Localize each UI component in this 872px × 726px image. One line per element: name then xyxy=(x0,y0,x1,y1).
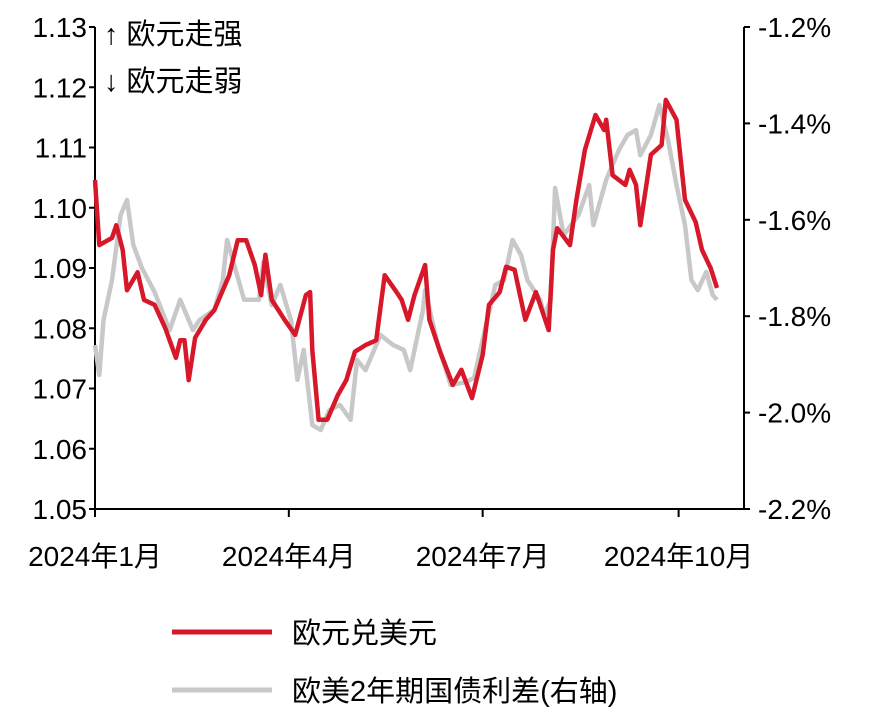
right-tick-label: -1.2% xyxy=(758,12,831,43)
left-tick-label: 1.11 xyxy=(35,133,87,164)
left-tick-label: 1.10 xyxy=(33,193,88,224)
series-line-spread xyxy=(92,102,719,433)
annotation-up: ↑ 欧元走强 xyxy=(104,18,243,51)
right-tick-label: -2.2% xyxy=(758,494,831,525)
x-tick-label: 2024年10月 xyxy=(604,541,753,572)
axes: 1.05 1.06 1.07 1.08 1.09 1.10 1.11 1.12 1.13 -2.2… xyxy=(28,12,831,572)
x-tick-label: 2024年7月 xyxy=(416,541,550,572)
x-tick-label: 2024年4月 xyxy=(222,541,356,572)
right-tick-label: -1.4% xyxy=(758,108,831,139)
left-tick-label: 1.08 xyxy=(33,313,88,344)
legend-label: 欧美2年期国债利差(右轴) xyxy=(292,675,617,708)
legend-label: 欧元兑美元 xyxy=(292,617,437,650)
right-tick-label: -1.8% xyxy=(758,301,831,332)
left-tick-label: 1.07 xyxy=(33,374,88,405)
series-lines xyxy=(92,97,720,433)
left-tick-label: 1.09 xyxy=(33,253,88,284)
left-tick-label: 1.05 xyxy=(33,494,88,525)
x-tick-label: 2024年1月 xyxy=(28,541,162,572)
annotation-down: ↓ 欧元走弱 xyxy=(104,65,243,98)
series-line-eurusd xyxy=(92,97,720,423)
left-tick-label: 1.06 xyxy=(33,434,88,465)
right-tick-label: -2.0% xyxy=(758,398,831,429)
left-tick-label: 1.13 xyxy=(33,12,88,43)
left-tick-label: 1.12 xyxy=(33,72,88,103)
right-tick-label: -1.6% xyxy=(758,205,831,236)
